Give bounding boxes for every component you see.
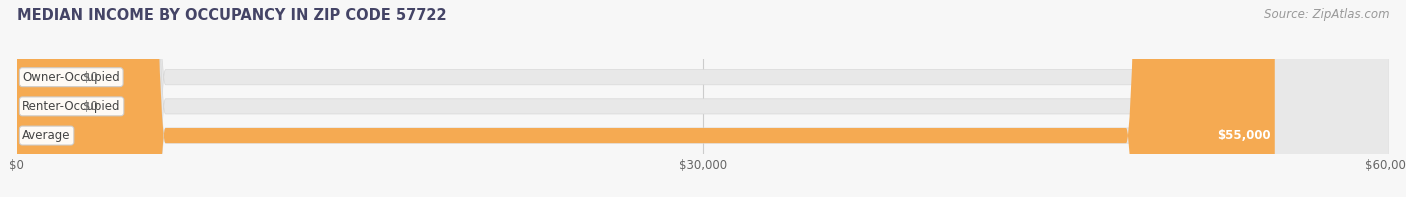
Text: Renter-Occupied: Renter-Occupied	[22, 100, 121, 113]
Text: Average: Average	[22, 129, 70, 142]
Text: $0: $0	[83, 100, 97, 113]
FancyBboxPatch shape	[0, 0, 108, 197]
Text: $55,000: $55,000	[1218, 129, 1271, 142]
Text: $0: $0	[83, 71, 97, 84]
Text: Owner-Occupied: Owner-Occupied	[22, 71, 120, 84]
Text: MEDIAN INCOME BY OCCUPANCY IN ZIP CODE 57722: MEDIAN INCOME BY OCCUPANCY IN ZIP CODE 5…	[17, 8, 447, 23]
FancyBboxPatch shape	[17, 0, 1389, 197]
FancyBboxPatch shape	[17, 0, 1389, 197]
FancyBboxPatch shape	[0, 0, 108, 197]
Text: Source: ZipAtlas.com: Source: ZipAtlas.com	[1264, 8, 1389, 21]
FancyBboxPatch shape	[17, 0, 1389, 197]
FancyBboxPatch shape	[17, 0, 1275, 197]
